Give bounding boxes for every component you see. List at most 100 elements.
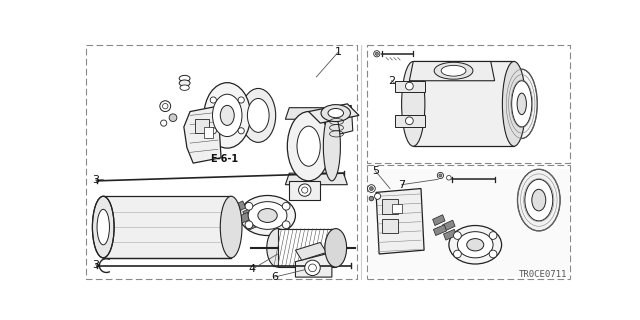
Ellipse shape	[248, 202, 287, 229]
Polygon shape	[368, 169, 570, 277]
Circle shape	[210, 97, 216, 103]
Ellipse shape	[511, 81, 532, 127]
Circle shape	[369, 196, 374, 201]
Ellipse shape	[321, 105, 351, 122]
Circle shape	[169, 114, 177, 122]
Ellipse shape	[248, 99, 269, 132]
Circle shape	[210, 128, 216, 134]
Circle shape	[406, 82, 413, 90]
Polygon shape	[296, 252, 332, 277]
Circle shape	[308, 264, 316, 272]
Polygon shape	[395, 116, 425, 127]
Circle shape	[298, 184, 311, 196]
Bar	[195, 119, 209, 133]
Text: TR0CE0711: TR0CE0711	[518, 270, 566, 279]
Circle shape	[489, 232, 497, 239]
Circle shape	[161, 120, 167, 126]
Circle shape	[489, 250, 497, 258]
Polygon shape	[289, 181, 320, 200]
Ellipse shape	[212, 94, 242, 137]
Polygon shape	[433, 215, 445, 226]
Ellipse shape	[434, 62, 473, 79]
Bar	[204, 127, 213, 138]
Text: 3: 3	[92, 260, 99, 270]
Circle shape	[406, 117, 413, 124]
Polygon shape	[231, 201, 246, 213]
Polygon shape	[320, 105, 353, 139]
Circle shape	[375, 52, 378, 55]
Circle shape	[454, 250, 461, 258]
Ellipse shape	[449, 226, 502, 264]
Ellipse shape	[441, 65, 466, 76]
Ellipse shape	[179, 75, 190, 82]
Circle shape	[305, 260, 320, 276]
Circle shape	[367, 185, 375, 192]
Polygon shape	[308, 112, 332, 181]
Circle shape	[454, 232, 461, 239]
Ellipse shape	[518, 169, 560, 231]
Ellipse shape	[506, 69, 537, 139]
Ellipse shape	[220, 196, 242, 258]
Ellipse shape	[467, 239, 484, 251]
Ellipse shape	[258, 209, 277, 222]
Circle shape	[301, 187, 308, 193]
Polygon shape	[296, 243, 326, 260]
Circle shape	[245, 203, 253, 210]
Polygon shape	[246, 218, 261, 230]
Bar	[382, 198, 397, 214]
Ellipse shape	[97, 209, 109, 245]
Circle shape	[238, 128, 244, 134]
Circle shape	[238, 97, 244, 103]
Polygon shape	[433, 225, 447, 236]
Ellipse shape	[297, 126, 320, 166]
Ellipse shape	[267, 228, 289, 267]
Polygon shape	[285, 108, 348, 119]
Polygon shape	[413, 61, 514, 146]
Text: 6: 6	[271, 272, 278, 282]
Ellipse shape	[220, 105, 234, 125]
Polygon shape	[376, 188, 424, 254]
Circle shape	[439, 174, 442, 177]
Ellipse shape	[532, 189, 546, 211]
Bar	[382, 219, 397, 233]
Text: E-6-1: E-6-1	[210, 154, 238, 164]
Polygon shape	[278, 228, 336, 267]
Ellipse shape	[241, 88, 276, 142]
Ellipse shape	[239, 196, 296, 236]
Ellipse shape	[179, 80, 190, 86]
Ellipse shape	[180, 85, 189, 90]
Ellipse shape	[325, 228, 347, 267]
Ellipse shape	[204, 83, 250, 148]
Ellipse shape	[458, 232, 493, 258]
Polygon shape	[443, 220, 455, 231]
Bar	[392, 204, 402, 213]
Circle shape	[163, 103, 168, 109]
Polygon shape	[243, 206, 257, 219]
Polygon shape	[235, 212, 250, 225]
Circle shape	[160, 101, 171, 112]
Ellipse shape	[287, 112, 330, 181]
Circle shape	[245, 221, 253, 228]
Text: 4: 4	[248, 264, 255, 275]
Text: 1: 1	[335, 47, 342, 57]
Circle shape	[369, 187, 373, 190]
Text: 5: 5	[372, 166, 379, 176]
Ellipse shape	[92, 196, 114, 258]
Polygon shape	[184, 106, 221, 163]
Circle shape	[282, 221, 290, 228]
Circle shape	[437, 172, 444, 179]
Circle shape	[282, 203, 290, 210]
Text: 7: 7	[398, 180, 405, 190]
Circle shape	[374, 51, 380, 57]
Polygon shape	[103, 196, 231, 258]
Ellipse shape	[517, 93, 526, 115]
Polygon shape	[395, 81, 425, 92]
Polygon shape	[308, 104, 359, 123]
Ellipse shape	[502, 61, 525, 146]
Ellipse shape	[525, 179, 553, 221]
Circle shape	[447, 175, 451, 180]
Polygon shape	[444, 229, 457, 240]
Ellipse shape	[328, 108, 344, 118]
Text: 2: 2	[388, 76, 395, 86]
Text: 3: 3	[92, 175, 99, 185]
